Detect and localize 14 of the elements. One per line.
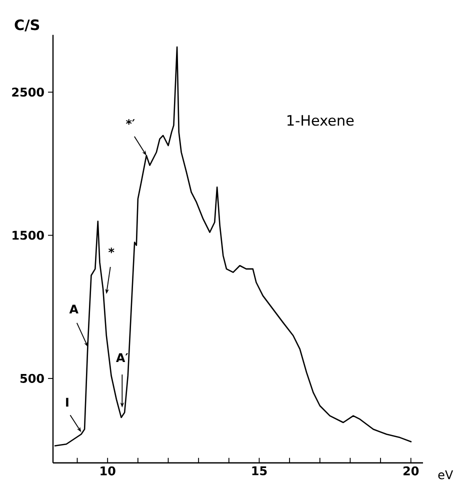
annotation: A <box>69 304 78 314</box>
annotation: * <box>108 248 114 254</box>
annotation: I <box>66 398 68 407</box>
y-axis-title: C/S <box>14 19 40 32</box>
y-tick-label: 1500 <box>12 230 44 240</box>
x-tick-label: 20 <box>404 466 419 476</box>
y-tick-label: 500 <box>20 374 44 383</box>
annotation: *′ <box>126 119 135 125</box>
x-tick-label: 10 <box>100 466 116 476</box>
x-tick-label: 15 <box>252 466 267 476</box>
x-axis-title: eV <box>438 470 454 480</box>
text: 1-Hexene <box>288 115 354 126</box>
annotation: A′ <box>116 353 128 362</box>
y-tick-label: 2500 <box>12 88 44 97</box>
